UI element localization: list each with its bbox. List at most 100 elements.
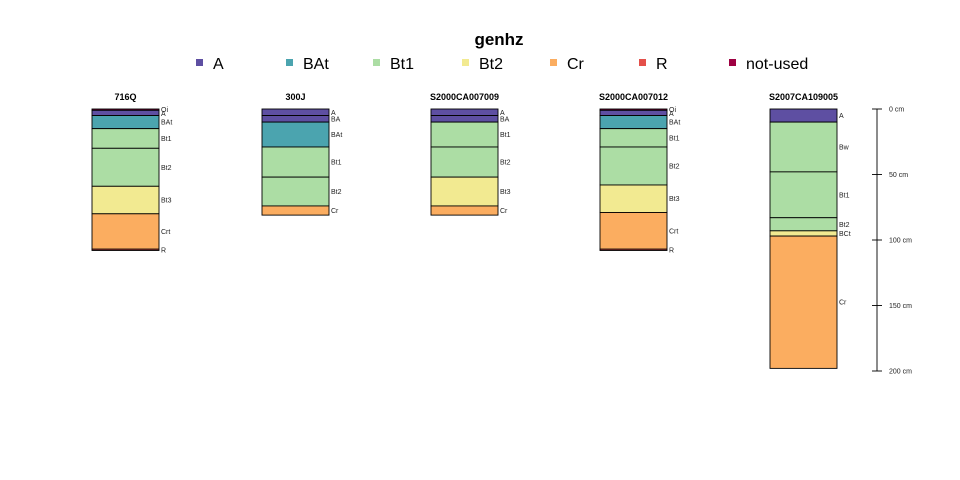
horizon-label: A — [161, 111, 166, 118]
horizon-label: Bt3 — [161, 198, 172, 205]
horizon-label: Bt1 — [669, 135, 680, 142]
legend-item: A — [196, 56, 224, 73]
horizon — [599, 248, 668, 251]
profile-id: S2000CA007009 — [430, 92, 499, 102]
legend-swatch — [729, 59, 736, 66]
horizon-label: BAt — [161, 120, 172, 127]
horizon-label: Cr — [839, 300, 847, 307]
horizon-label: Bt2 — [161, 165, 172, 172]
horizon — [599, 115, 668, 130]
horizon-label: Crt — [669, 228, 678, 235]
horizon — [599, 212, 668, 250]
legend-label: R — [656, 56, 668, 73]
horizon-label: BAt — [331, 132, 342, 139]
legend-item: Cr — [550, 56, 585, 73]
horizon — [430, 205, 499, 216]
horizon-label: Bt2 — [500, 160, 511, 167]
depth-tick-label: 50 cm — [889, 172, 908, 179]
horizon — [599, 184, 668, 213]
horizon-label: Cr — [331, 208, 339, 215]
horizon — [599, 146, 668, 186]
horizon-label: A — [331, 110, 336, 117]
horizon-label: BA — [500, 116, 510, 123]
horizon-label: Bt1 — [161, 136, 172, 143]
legend-label: BAt — [303, 56, 329, 73]
horizon — [91, 128, 160, 149]
horizon-label: BAt — [669, 120, 680, 127]
horizon-label: Oi — [669, 107, 676, 114]
horizon-label: Bt1 — [839, 192, 850, 199]
profile-id: S2007CA109005 — [769, 92, 838, 102]
depth-tick-label: 200 cm — [889, 369, 912, 376]
profile-id: 716Q — [114, 92, 136, 102]
legend-item: BAt — [286, 56, 329, 73]
horizon — [599, 109, 668, 116]
legend-label: not-used — [746, 56, 808, 73]
legend-item: not-used — [729, 56, 808, 73]
depth-axis: 0 cm 50 cm 100 cm 150 cm 200 cm — [872, 107, 912, 376]
horizon — [91, 213, 160, 250]
horizon-label: Crt — [161, 229, 170, 236]
horizon — [430, 176, 499, 207]
horizon — [769, 230, 838, 237]
horizon — [261, 205, 330, 216]
horizon-label: Bt1 — [331, 160, 342, 167]
horizon — [261, 115, 330, 123]
legend-item: Bt1 — [373, 56, 414, 73]
profile: S2000CA007009 ABA Bt1 Bt2 Bt3 Cr — [430, 92, 511, 216]
horizon — [91, 185, 160, 215]
legend-item: R — [639, 56, 668, 73]
horizon-label: Bt2 — [839, 222, 850, 229]
horizon-label: Bt3 — [500, 189, 511, 196]
legend-title: genhz — [474, 30, 523, 49]
legend-label: Cr — [567, 56, 585, 73]
profiles: 716QOiABAtBt1Bt2Bt3CrtR300JABABAtBt1Bt2C… — [91, 92, 851, 369]
legend-label: A — [213, 56, 224, 73]
horizon — [91, 248, 160, 251]
horizon — [599, 128, 668, 148]
profile: 300J ABA BAt Bt1 Bt2 Cr — [261, 92, 342, 216]
depth-tick-label: 100 cm — [889, 238, 912, 245]
legend-swatch — [373, 59, 380, 66]
profile-id: S2000CA007012 — [599, 92, 668, 102]
horizon-label: Bt3 — [669, 196, 680, 203]
legend-label: Bt1 — [390, 56, 414, 73]
horizon-label: BA — [331, 116, 341, 123]
horizon-label: Oi — [161, 107, 168, 114]
horizon — [91, 115, 160, 130]
horizon-label: Bw — [839, 144, 850, 151]
horizon-label: Bt2 — [331, 189, 342, 196]
horizon — [430, 115, 499, 123]
legend-swatch — [286, 59, 293, 66]
horizon — [261, 108, 330, 116]
horizon-label: A — [669, 111, 674, 118]
horizon — [769, 121, 838, 173]
horizon-label: BCt — [839, 231, 851, 238]
horizon — [261, 121, 330, 148]
horizon-label: A — [839, 113, 844, 120]
horizon-label: Bt2 — [669, 163, 680, 170]
horizon — [430, 146, 499, 178]
legend-swatch — [639, 59, 646, 66]
horizon-label: Bt1 — [500, 132, 511, 139]
horizon — [430, 121, 499, 148]
horizon — [769, 235, 838, 369]
depth-tick-label: 0 cm — [889, 107, 904, 114]
horizon-label: R — [161, 247, 166, 254]
horizon-label: Cr — [500, 208, 508, 215]
legend-swatch — [462, 59, 469, 66]
horizon — [261, 176, 330, 207]
horizon — [261, 146, 330, 178]
horizon — [430, 108, 499, 116]
legend-label: Bt2 — [479, 56, 503, 73]
horizon-label: A — [500, 110, 505, 117]
horizon — [769, 171, 838, 219]
legend-swatch — [550, 59, 557, 66]
horizon — [91, 147, 160, 187]
horizon-label: R — [669, 247, 674, 254]
profile: S2007CA109005 A Bw Bt1 Bt2 BCt Cr — [769, 92, 851, 369]
